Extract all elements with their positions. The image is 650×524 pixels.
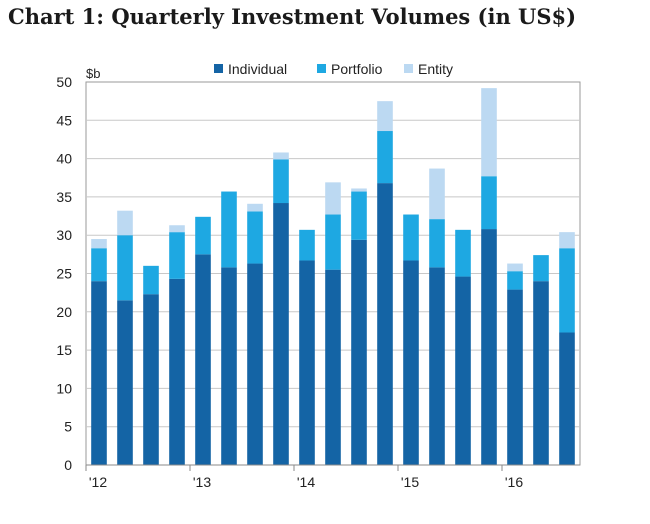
y-tick-label: 10	[56, 380, 72, 396]
bar-individual-15	[455, 276, 471, 465]
bar-entity-1	[91, 239, 107, 249]
bar-individual-4	[169, 278, 185, 465]
bar-individual-7	[247, 263, 263, 465]
bar-individual-19	[559, 332, 575, 465]
bar-entity-14	[429, 168, 445, 220]
bar-individual-2	[117, 300, 133, 465]
bar-individual-17	[507, 289, 523, 465]
bar-individual-3	[143, 294, 159, 465]
bar-portfolio-7	[247, 211, 263, 264]
bar-entity-2	[117, 210, 133, 236]
y-tick-label: 5	[64, 419, 72, 435]
y-axis: 0 5 10 15 20 25 30 35 40 45 50	[56, 74, 72, 473]
bar-portfolio-18	[533, 255, 549, 282]
chart-title: Chart 1: Quarterly Investment Volumes (i…	[8, 4, 577, 29]
bar-portfolio-8	[273, 159, 289, 204]
y-tick-label: 20	[56, 304, 72, 320]
bar-individual-16	[481, 229, 497, 465]
legend: Individual Portfolio Entity	[214, 61, 453, 77]
y-tick-label: 30	[56, 227, 72, 243]
bar-portfolio-2	[117, 235, 133, 301]
bar-individual-18	[533, 281, 549, 465]
bar-individual-9	[299, 260, 315, 465]
bar-individual-5	[195, 254, 211, 465]
bar-portfolio-17	[507, 271, 523, 290]
bar-entity-11	[351, 188, 367, 192]
legend-swatch-entity	[404, 64, 413, 73]
bar-individual-1	[91, 281, 107, 465]
x-axis: '12 '13 '14 '15 '16	[85, 464, 580, 490]
bar-portfolio-6	[221, 191, 237, 268]
bar-portfolio-15	[455, 229, 471, 277]
bar-portfolio-12	[377, 131, 393, 184]
bar-individual-12	[377, 183, 393, 465]
y-tick-label: 15	[56, 342, 72, 358]
y-tick-label: 45	[56, 112, 72, 128]
bar-portfolio-9	[299, 229, 315, 261]
x-tick-label: '14	[297, 474, 315, 490]
legend-swatch-portfolio	[317, 64, 326, 73]
bar-individual-13	[403, 260, 419, 465]
bar-portfolio-14	[429, 219, 445, 268]
bar-individual-11	[351, 239, 367, 465]
x-tick-label: '15	[401, 474, 419, 490]
legend-label-individual: Individual	[228, 61, 287, 77]
bar-portfolio-13	[403, 214, 419, 261]
bars	[91, 88, 575, 465]
y-tick-label: 40	[56, 151, 72, 167]
bar-portfolio-16	[481, 176, 497, 230]
bar-portfolio-10	[325, 214, 341, 270]
legend-label-portfolio: Portfolio	[331, 61, 383, 77]
bar-entity-10	[325, 182, 341, 215]
bar-portfolio-11	[351, 191, 367, 240]
bar-individual-10	[325, 269, 341, 465]
x-tick-label: '12	[89, 474, 107, 490]
bar-entity-19	[559, 232, 575, 249]
y-tick-label: 0	[64, 457, 72, 473]
x-tick-label: '16	[505, 474, 523, 490]
y-tick-label: 50	[56, 74, 72, 90]
bar-entity-4	[169, 225, 185, 233]
bar-individual-6	[221, 267, 237, 465]
bar-entity-12	[377, 101, 393, 132]
bar-individual-8	[273, 203, 289, 465]
legend-swatch-individual	[214, 64, 223, 73]
bar-individual-14	[429, 267, 445, 465]
bar-portfolio-5	[195, 216, 211, 255]
y-tick-label: 35	[56, 189, 72, 205]
x-tick-label: '13	[193, 474, 211, 490]
bar-entity-7	[247, 203, 263, 212]
bar-portfolio-1	[91, 248, 107, 282]
legend-label-entity: Entity	[418, 61, 453, 77]
bar-entity-16	[481, 88, 497, 177]
bar-portfolio-19	[559, 248, 575, 333]
bar-portfolio-4	[169, 232, 185, 279]
bar-entity-8	[273, 152, 289, 160]
y-tick-label: 25	[56, 266, 72, 282]
y-unit-label: $b	[86, 66, 100, 81]
bar-entity-17	[507, 263, 523, 272]
bar-portfolio-3	[143, 265, 159, 295]
